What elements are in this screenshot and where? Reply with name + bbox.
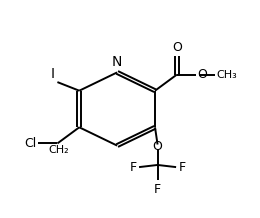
Text: F: F bbox=[179, 161, 186, 174]
Text: O: O bbox=[197, 68, 207, 81]
Text: Cl: Cl bbox=[25, 137, 37, 150]
Text: CH₃: CH₃ bbox=[217, 70, 237, 80]
Text: O: O bbox=[172, 41, 182, 54]
Text: I: I bbox=[50, 67, 54, 81]
Text: F: F bbox=[154, 183, 161, 196]
Text: CH₂: CH₂ bbox=[48, 145, 69, 155]
Text: O: O bbox=[153, 140, 162, 153]
Text: N: N bbox=[112, 54, 122, 68]
Text: F: F bbox=[129, 161, 136, 174]
